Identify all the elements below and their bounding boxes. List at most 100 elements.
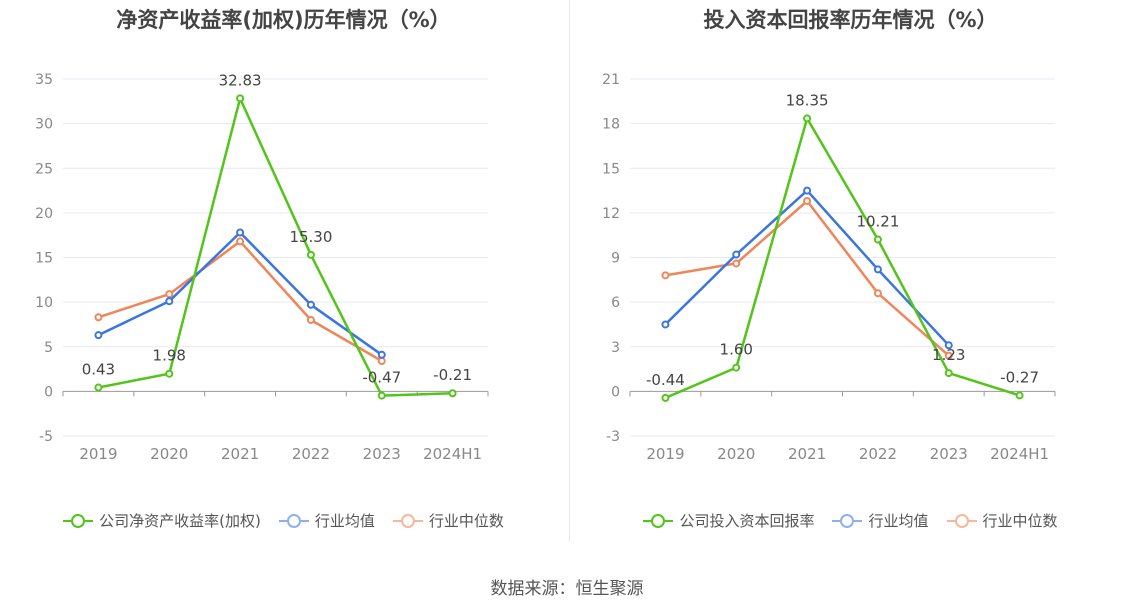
chart-title: 投入资本回报率历年情况（%） (703, 8, 998, 32)
data-point (236, 237, 245, 246)
x-tick-label: 2023 (363, 445, 401, 463)
data-point (873, 265, 882, 274)
data-point (944, 341, 953, 350)
chart-title: 净资产收益率(加权)历年情况（%） (116, 8, 451, 32)
data-point (661, 393, 670, 402)
data-label: 15.30 (289, 228, 332, 246)
series-line (665, 199, 950, 357)
data-point (873, 289, 882, 298)
x-tick-label: 2019 (646, 445, 684, 463)
data-label: 32.83 (219, 71, 262, 89)
data-label: 1.23 (932, 346, 965, 364)
data-point (377, 350, 386, 359)
y-tick-label: 0 (611, 384, 620, 400)
legend-marker-icon (643, 513, 674, 528)
series-line (664, 117, 1020, 400)
legend-marker-icon (946, 513, 977, 528)
series-line (98, 97, 453, 397)
roic-line-chart: -3 0 3 6 9 12 15 18 21 2019 2020 2021 2022 2023 2024H1… (602, 72, 1056, 463)
data-label: -0.27 (1000, 368, 1039, 386)
data-point (1015, 391, 1024, 400)
data-point (306, 300, 315, 309)
data-label: -0.21 (433, 366, 472, 384)
data-point (306, 315, 315, 324)
legend-item-industry-mean[interactable]: 行业均值 (832, 510, 929, 531)
data-label: 1.98 (153, 347, 186, 365)
x-tick-label: 2020 (717, 445, 755, 463)
data-point (165, 369, 174, 378)
y-tick-label: 21 (602, 72, 620, 88)
legend-item-industry-mean[interactable]: 行业均值 (278, 510, 375, 531)
legend-label: 行业均值 (868, 512, 929, 530)
data-point (732, 363, 741, 372)
x-tick-label: 2021 (221, 445, 259, 463)
y-tick-label: 18 (602, 117, 620, 133)
y-tick-label: 30 (35, 117, 53, 133)
data-label: 18.35 (786, 91, 829, 109)
data-label: -0.44 (646, 371, 685, 389)
roic-chart-panel: 投入资本回报率历年情况（%） -3 0 3 6 9 12 15 18 21 2019 2020 202… (567, 0, 1134, 560)
y-tick-label: 3 (611, 340, 620, 356)
chart-legend: 公司投入资本回报率 行业均值 行业中位数 (567, 510, 1134, 531)
roe-chart-panel: 净资产收益率(加权)历年情况（%） -5 0 5 10 15 20 25 30 35 2019 20… (0, 0, 567, 560)
chart-legend: 公司净资产收益率(加权) 行业均值 行业中位数 (0, 510, 567, 531)
data-point (732, 250, 741, 259)
y-tick-label: 0 (44, 384, 53, 400)
data-point (944, 351, 953, 360)
y-tick-label: 10 (35, 295, 53, 311)
data-point (944, 369, 953, 378)
data-source-note: 数据来源：恒生聚源 (490, 579, 644, 599)
legend-label: 行业均值 (314, 512, 375, 530)
y-tick-label: 15 (35, 251, 53, 267)
data-label: -0.47 (362, 369, 401, 387)
x-tick-label: 2020 (150, 445, 188, 463)
data-point (377, 391, 386, 400)
legend-item-industry-median[interactable]: 行业中位数 (946, 510, 1058, 531)
data-point (661, 271, 670, 280)
data-point (306, 250, 315, 259)
data-label: 0.43 (82, 361, 115, 379)
legend-item-company[interactable]: 公司净资产收益率(加权) (63, 510, 261, 531)
x-tick-label: 2021 (788, 445, 826, 463)
data-point (661, 320, 670, 329)
series-line (98, 240, 383, 363)
data-point (873, 235, 882, 244)
y-tick-label: 9 (611, 251, 620, 267)
data-point (448, 389, 457, 398)
data-label: 1.60 (720, 341, 753, 359)
data-point (236, 94, 245, 103)
legend-marker-icon (278, 513, 309, 528)
y-tick-label: -3 (606, 429, 620, 445)
legend-item-industry-median[interactable]: 行业中位数 (392, 510, 504, 531)
data-point (236, 228, 245, 237)
panel-divider (569, 0, 570, 542)
x-tick-label: 2023 (930, 445, 968, 463)
legend-label: 行业中位数 (428, 512, 504, 530)
y-tick-label: 25 (35, 161, 53, 177)
y-tick-label: 6 (611, 295, 620, 311)
legend-label: 公司投入资本回报率 (679, 512, 815, 530)
data-point (803, 186, 812, 195)
x-tick-label: 2022 (292, 445, 330, 463)
legend-item-company[interactable]: 公司投入资本回报率 (643, 510, 814, 531)
legend-marker-icon (832, 513, 863, 528)
data-point (94, 331, 103, 340)
data-point (803, 196, 812, 205)
y-tick-label: 35 (35, 72, 53, 88)
data-point (732, 259, 741, 268)
y-tick-label: 5 (44, 340, 53, 356)
data-label: 10.21 (856, 213, 899, 231)
data-point (165, 290, 174, 299)
data-point (377, 357, 386, 366)
legend-label: 公司净资产收益率(加权) (99, 512, 261, 530)
y-tick-label: 15 (602, 161, 620, 177)
x-tick-label: 2019 (79, 445, 117, 463)
legend-label: 行业中位数 (982, 512, 1058, 530)
x-tick-label: 2024H1 (423, 445, 482, 463)
y-tick-label: 20 (35, 206, 53, 222)
y-tick-label: -5 (39, 429, 53, 445)
legend-marker-icon (392, 513, 423, 528)
data-point (803, 114, 812, 123)
y-tick-label: 12 (602, 206, 620, 222)
roe-line-chart: -5 0 5 10 15 20 25 30 35 2019 2020 2021 2022 2023 2024… (35, 71, 489, 463)
